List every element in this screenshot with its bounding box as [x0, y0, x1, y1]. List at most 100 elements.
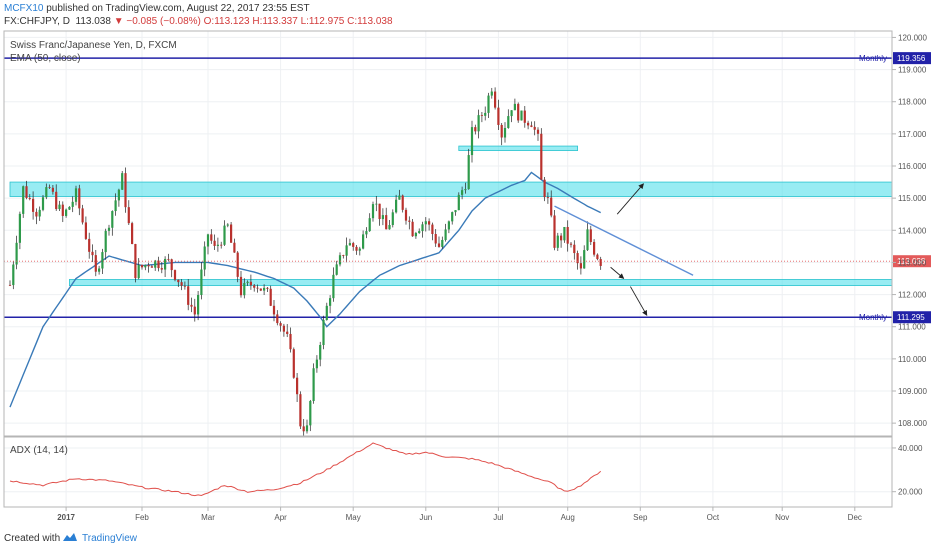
candle-body — [434, 234, 437, 244]
candle-body — [487, 95, 490, 113]
candle-body — [45, 187, 48, 198]
candle-body — [371, 204, 375, 219]
candle-body — [154, 260, 157, 268]
chart-header: MCFX10 published on TradingView.com, Aug… — [4, 2, 393, 28]
adx-pane: 40.000 20.000 — [4, 442, 923, 497]
candle-body — [553, 215, 556, 248]
price-change: −0.085 (−0.08%) — [126, 16, 201, 27]
drawings — [554, 183, 694, 316]
candle-body — [543, 179, 546, 198]
created-with-text: Created with — [4, 533, 61, 544]
candle-body — [424, 221, 427, 225]
down-triangle-icon: ▼ — [113, 16, 124, 27]
tradingview-brand-link[interactable]: TradingView — [82, 533, 138, 544]
candle-body — [550, 197, 553, 216]
candle-body — [593, 241, 596, 255]
candle-body — [490, 91, 493, 96]
candle-body — [523, 110, 526, 123]
time-tick-label: Apr — [274, 513, 287, 522]
candle-body — [345, 245, 348, 256]
candle-body — [441, 239, 444, 247]
candle-body — [477, 115, 480, 132]
candle-body — [305, 425, 309, 432]
time-tick-label: Jun — [419, 513, 432, 522]
candle-body — [101, 252, 104, 269]
candle-body — [566, 226, 569, 244]
ema-legend: EMA (50, close) — [10, 53, 81, 64]
candle-body — [480, 115, 483, 116]
candle-body — [388, 225, 391, 230]
candle-body — [131, 223, 134, 244]
monthly-level-tag: 111.295 — [897, 313, 925, 322]
candle-body — [78, 188, 81, 209]
candle-body — [362, 234, 365, 249]
candle-body — [68, 206, 71, 210]
price-tick-label: 113.000 — [898, 258, 927, 267]
candle-body — [338, 255, 342, 265]
time-tick-label: Sep — [633, 513, 648, 522]
chart-title: Swiss Franc/Japanese Yen, D, FXCM — [10, 40, 177, 51]
candle-body — [556, 235, 559, 248]
candle-body — [381, 215, 384, 220]
candle-body — [332, 274, 335, 299]
candle-body — [302, 426, 305, 432]
candle-body — [358, 248, 361, 251]
candle-body — [533, 126, 536, 130]
candle-body — [563, 226, 566, 241]
arrow-annotation — [616, 183, 644, 215]
candle-body — [8, 284, 12, 286]
candle-body — [233, 242, 236, 253]
ema-line — [9, 171, 602, 408]
candle-body — [536, 129, 540, 134]
price-tick-label: 115.000 — [898, 194, 927, 203]
candle-body — [315, 359, 318, 369]
candle-body — [28, 197, 31, 199]
candle-body — [428, 221, 431, 225]
candle-body — [137, 264, 140, 279]
price-tick-label: 109.000 — [898, 387, 927, 396]
adx-tick-label: 40.000 — [898, 444, 923, 453]
candle-body — [451, 212, 454, 222]
price-tick-label: 111.000 — [898, 323, 926, 332]
candle-body — [55, 191, 58, 210]
candle-body — [322, 319, 325, 346]
monthly-level-tag: 119.356 — [897, 54, 926, 63]
monthly-level-tag-bg — [893, 52, 931, 65]
candle-body — [342, 255, 345, 257]
candle-body — [88, 238, 91, 252]
candle-body — [200, 269, 203, 295]
candle-body — [220, 244, 223, 246]
ohlc-values: O:113.123 H:113.337 L:112.975 C:113.038 — [203, 16, 393, 27]
candle-body — [309, 401, 312, 426]
candle-body — [157, 260, 160, 269]
candle-body — [546, 197, 549, 198]
tradingview-logo-icon[interactable] — [62, 531, 78, 543]
publisher-user-link[interactable]: MCFX10 — [4, 3, 44, 14]
candle-body — [527, 122, 530, 126]
time-tick-label: Aug — [561, 513, 575, 522]
candle-body — [464, 189, 467, 191]
candle-body — [134, 243, 137, 279]
candle-body — [127, 207, 130, 224]
time-tick-label: Dec — [848, 513, 862, 522]
candle-body — [335, 264, 338, 275]
price-axis: 120.000 119.000 118.000 117.000 116.000 115.0… — [892, 33, 927, 428]
candle-body — [25, 186, 28, 198]
candle-body — [15, 242, 18, 265]
candle-body — [444, 229, 447, 240]
candle-body — [404, 209, 408, 221]
last-price: 113.038 — [75, 16, 111, 27]
last-price-tag-bg — [893, 255, 931, 268]
candle-body — [540, 133, 543, 180]
candle-body — [206, 234, 210, 247]
candle-body — [494, 91, 497, 108]
candle-body — [144, 265, 147, 268]
monthly-level-label: Monthly — [859, 313, 887, 322]
candle-body — [279, 323, 282, 326]
publisher-line: MCFX10 published on TradingView.com, Aug… — [4, 2, 393, 15]
candle-body — [579, 263, 582, 269]
candle-body — [510, 110, 513, 117]
candle-body — [81, 208, 84, 223]
candle-body — [484, 112, 487, 116]
